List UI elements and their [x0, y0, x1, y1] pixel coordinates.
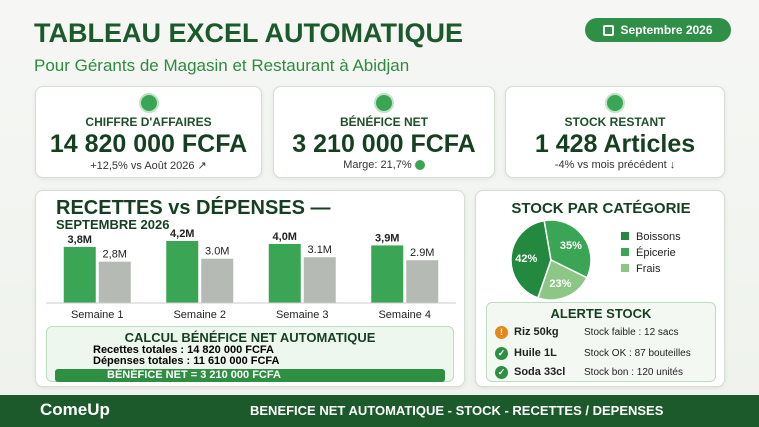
value-label: 2.9M: [410, 247, 434, 259]
value-label: 2,8M: [103, 249, 127, 261]
calendar-icon: [603, 24, 615, 36]
legend-swatch: [621, 248, 629, 256]
pie-slice: [510, 219, 552, 299]
kpi-icon: [374, 93, 394, 113]
bar-panel: RECETTES vs DÉPENSES — SEPTEMBRE 2026 Se…: [35, 190, 465, 387]
alert-item: Riz 50kg: [514, 326, 559, 338]
alert-item: Soda 33cl: [514, 366, 566, 378]
kpi-card: CHIFFRE D'AFFAIRES 14 820 000 FCFA +12,5% …: [35, 86, 262, 178]
slice-label: 23%: [549, 278, 571, 290]
bar-subtitle: SEPTEMBRE 2026: [56, 217, 170, 232]
pie-chart: 42% Boissons 35% Épicerie 23% Frais: [510, 219, 681, 301]
bar-chart: Semaine 1 3,8M 2,8M Semaine 2 4,2M 3.0M Semain…: [46, 229, 456, 321]
x-tick-label: Semaine 3: [276, 309, 329, 321]
alert-status: Stock bon : 120 unités: [584, 366, 683, 378]
value-label: 3,8M: [68, 234, 92, 246]
footer: ComeUp BENEFICE NET AUTOMATIQUE - STOCK …: [0, 395, 759, 427]
bar: [98, 261, 131, 303]
x-tick-label: Semaine 2: [173, 309, 226, 321]
alert-box: ALERTE STOCK ! Riz 50kg Stock faible : 12 …: [486, 302, 716, 382]
legend-swatch: [621, 232, 629, 240]
bar: [406, 260, 439, 303]
calc-result: BÉNÉFICE NET = 3 210 000 FCFA: [55, 369, 445, 382]
pie-title: STOCK PAR CATÉGORIE: [511, 200, 691, 217]
alert-row: ✓ Soda 33cl Stock bon : 120 unités: [495, 361, 683, 383]
legend-swatch: [621, 264, 629, 272]
kpi-icon: [605, 93, 625, 113]
bar: [371, 245, 404, 303]
legend-label: Épicerie: [636, 246, 676, 259]
pie-panel: STOCK PAR CATÉGORIE 42% Boissons 35% Épicer…: [475, 190, 725, 387]
legend-label: Frais: [636, 263, 661, 275]
x-tick-label: Semaine 4: [378, 309, 431, 321]
kpi-value: 3 210 000 FCFA: [292, 130, 476, 158]
calc-line: Dépenses totales : 11 610 000 FCFA: [93, 355, 280, 367]
bar: [303, 257, 336, 303]
check-icon: ✓: [495, 346, 508, 360]
kpi-label: CHIFFRE D'AFFAIRES: [85, 115, 212, 129]
warning-icon: !: [495, 325, 508, 339]
check-icon: [414, 160, 425, 171]
value-label: 4,2M: [170, 229, 194, 240]
calc-line: Recettes totales : 14 820 000 FCFA: [93, 344, 274, 356]
kpi-card: STOCK RESTANT 1 428 Articles -4% vs mois p…: [505, 86, 725, 178]
alert-status: Stock OK : 87 bouteilles: [584, 347, 691, 359]
alert-item: Huile 1L: [514, 347, 557, 359]
check-icon: ✓: [495, 365, 508, 379]
kpi-card: BÉNÉFICE NET 3 210 000 FCFA Marge: 21,7%: [273, 86, 495, 178]
slice-label: 42%: [515, 253, 537, 265]
calc-title: CALCUL BÉNÉFICE NET AUTOMATIQUE: [124, 330, 376, 345]
kpi-note-text: Marge: 21,7%: [343, 159, 412, 171]
kpi-note: +12,5% vs Août 2026 ↗: [90, 160, 207, 172]
calc-box: CALCUL BÉNÉFICE NET AUTOMATIQUE Recettes…: [46, 326, 454, 382]
kpi-icon: [138, 93, 159, 113]
title: TABLEAU EXCEL AUTOMATIQUE: [34, 18, 464, 48]
bar: [268, 243, 301, 303]
pie-slice: [543, 219, 592, 279]
bar: [63, 246, 96, 303]
value-label: 3.0M: [205, 246, 229, 258]
subtitle: Pour Gérants de Magasin et Restaurant à …: [34, 56, 410, 75]
tagline: BENEFICE NET AUTOMATIQUE - STOCK - RECET…: [250, 403, 664, 418]
alert-title: ALERTE STOCK: [550, 306, 652, 321]
kpi-label: BÉNÉFICE NET: [339, 115, 428, 129]
date-pill: Septembre 2026: [585, 18, 731, 42]
x-tick-label: Semaine 1: [71, 309, 124, 321]
kpi-label: STOCK RESTANT: [564, 115, 666, 129]
value-label: 3,9M: [375, 232, 399, 244]
kpi-value: 14 820 000 FCFA: [49, 130, 248, 158]
kpi-value: 1 428 Articles: [534, 130, 696, 158]
alert-row: ! Riz 50kg Stock faible : 12 sacs: [495, 321, 679, 343]
kpi-note: Marge: 21,7%: [274, 159, 494, 171]
date: Septembre 2026: [620, 23, 713, 37]
bar: [201, 258, 234, 303]
bar: [166, 241, 199, 303]
slice-label: 35%: [560, 240, 582, 252]
pie-slice: [537, 258, 588, 301]
value-label: 4,0M: [273, 231, 297, 243]
alert-row: ✓ Huile 1L Stock OK : 87 bouteilles: [495, 342, 691, 364]
bar-title: RECETTES vs DÉPENSES —: [56, 197, 331, 219]
kpi-note: -4% vs mois précédent ↓: [554, 159, 676, 171]
alert-status: Stock faible : 12 sacs: [584, 326, 679, 338]
value-label: 3.1M: [308, 244, 332, 256]
legend-label: Boissons: [636, 231, 681, 243]
brand: ComeUp: [40, 400, 110, 419]
